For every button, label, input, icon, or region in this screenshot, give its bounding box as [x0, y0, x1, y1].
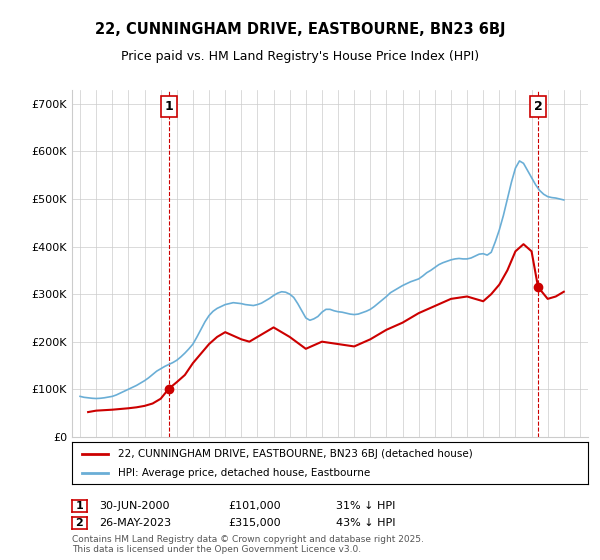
Text: 2: 2	[76, 518, 83, 528]
Text: £101,000: £101,000	[228, 501, 281, 511]
Text: 1: 1	[164, 100, 173, 113]
Text: 43% ↓ HPI: 43% ↓ HPI	[336, 518, 395, 528]
Text: 30-JUN-2000: 30-JUN-2000	[99, 501, 170, 511]
Text: 26-MAY-2023: 26-MAY-2023	[99, 518, 171, 528]
Text: 31% ↓ HPI: 31% ↓ HPI	[336, 501, 395, 511]
Text: 1: 1	[76, 501, 83, 511]
Text: £315,000: £315,000	[228, 518, 281, 528]
Text: 2: 2	[533, 100, 542, 113]
Text: HPI: Average price, detached house, Eastbourne: HPI: Average price, detached house, East…	[118, 468, 371, 478]
Text: 22, CUNNINGHAM DRIVE, EASTBOURNE, BN23 6BJ: 22, CUNNINGHAM DRIVE, EASTBOURNE, BN23 6…	[95, 22, 505, 38]
Text: 22, CUNNINGHAM DRIVE, EASTBOURNE, BN23 6BJ (detached house): 22, CUNNINGHAM DRIVE, EASTBOURNE, BN23 6…	[118, 449, 473, 459]
Text: Contains HM Land Registry data © Crown copyright and database right 2025.
This d: Contains HM Land Registry data © Crown c…	[72, 535, 424, 554]
Text: Price paid vs. HM Land Registry's House Price Index (HPI): Price paid vs. HM Land Registry's House …	[121, 50, 479, 63]
